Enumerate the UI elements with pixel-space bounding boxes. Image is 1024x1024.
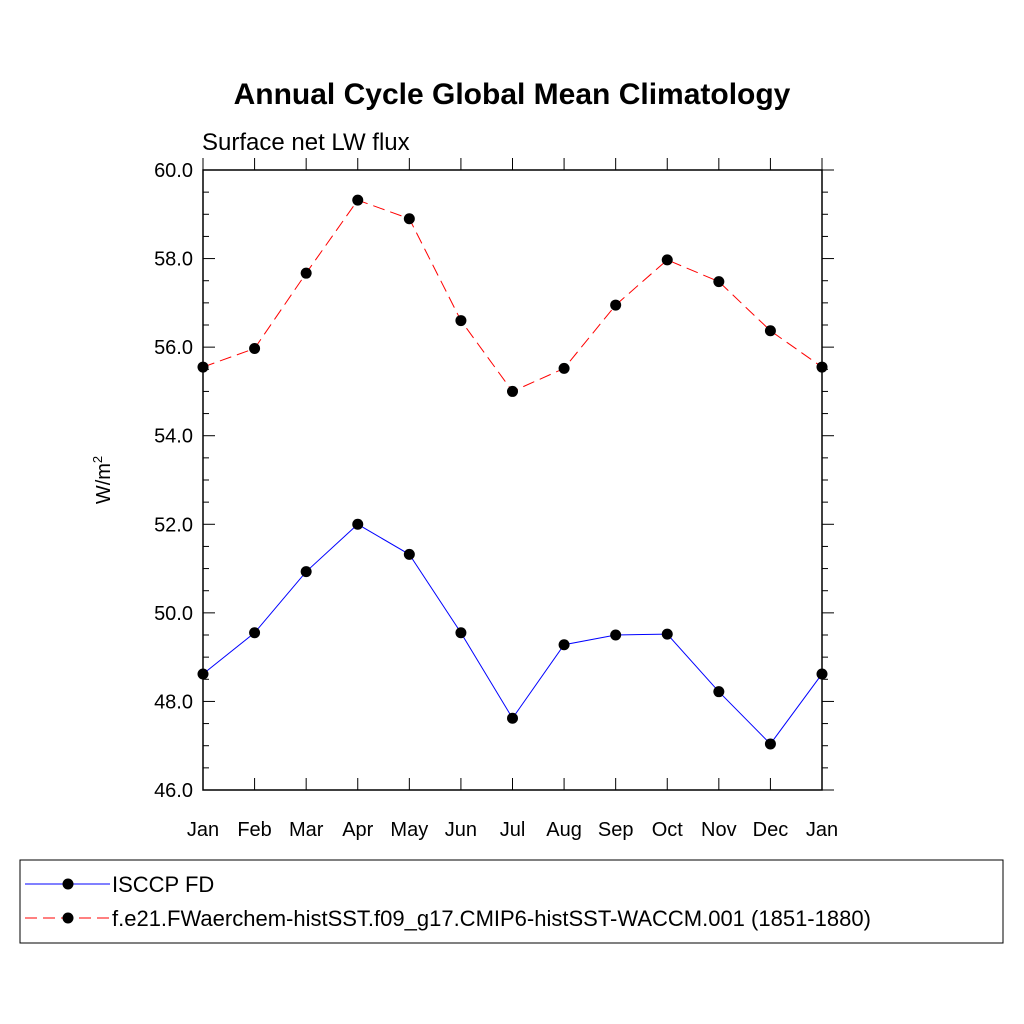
data-point: [713, 686, 725, 698]
data-point: [610, 629, 622, 641]
series-line: [202, 523, 823, 745]
x-tick-label: Dec: [753, 819, 789, 841]
x-tick-label: Oct: [652, 819, 684, 841]
data-point: [713, 276, 725, 288]
data-point: [610, 299, 622, 311]
y-tick-label: 46.0: [154, 780, 193, 802]
data-point: [816, 361, 828, 373]
y-tick-label: 50.0: [154, 603, 193, 625]
plot-frame: [202, 169, 823, 791]
legend-marker: [62, 878, 74, 890]
y-axis-label: W/m2: [90, 456, 115, 504]
x-tick-label: Apr: [342, 819, 373, 841]
x-tick-label: Jun: [445, 819, 477, 841]
svg-text:W/m2: W/m2: [90, 456, 115, 504]
legend-item-1: ISCCP FD: [25, 872, 214, 897]
x-tick-label: May: [390, 819, 428, 841]
data-point: [352, 518, 364, 530]
data-point: [816, 668, 828, 680]
y-tick-label: 60.0: [154, 160, 193, 182]
data-point: [403, 548, 415, 560]
legend-item-2: f.e21.FWaerchem-histSST.f09_g17.CMIP6-hi…: [25, 906, 871, 931]
series-line: [202, 199, 823, 393]
data-point: [764, 738, 776, 750]
x-tick-label: Jan: [187, 819, 219, 841]
data-point: [403, 213, 415, 225]
series-layer: [197, 194, 828, 750]
series-1: [197, 518, 828, 750]
y-axis-label-text: W/m: [93, 463, 115, 504]
y-tick-label: 58.0: [154, 249, 193, 271]
data-point: [661, 628, 673, 640]
data-point: [661, 254, 673, 266]
axis-ticks: [202, 158, 834, 791]
data-point: [197, 668, 209, 680]
data-point: [249, 627, 261, 639]
data-point: [300, 267, 312, 279]
data-point: [507, 385, 518, 397]
legend-label: ISCCP FD: [112, 872, 214, 897]
x-tick-label: Jan: [806, 819, 838, 841]
data-point: [352, 194, 364, 206]
data-point: [507, 712, 518, 724]
axis-tick-labels: Jan Feb Mar Apr May Jun Jul Aug Sep Oct Nov Dec Jan 4…: [154, 160, 838, 841]
x-tick-label: Jul: [500, 819, 526, 841]
data-point: [300, 566, 312, 578]
data-point: [558, 639, 570, 651]
legend-box: [19, 859, 1004, 944]
y-tick-label: 56.0: [154, 337, 193, 359]
data-point: [455, 315, 467, 327]
data-point: [455, 627, 467, 639]
legend-label: f.e21.FWaerchem-histSST.f09_g17.CMIP6-hi…: [112, 906, 871, 931]
y-tick-label: 54.0: [154, 426, 193, 448]
x-tick-label: Feb: [237, 819, 271, 841]
chart-subtitle: Surface net LW flux: [202, 129, 410, 156]
legend-marker: [62, 912, 74, 924]
x-tick-label: Mar: [289, 819, 324, 841]
legend: ISCCP FD f.e21.FWaerchem-histSST.f09_g17.…: [19, 859, 1004, 944]
x-tick-label: Aug: [546, 819, 582, 841]
data-point: [197, 361, 209, 373]
y-tick-label: 52.0: [154, 514, 193, 536]
data-point: [249, 342, 261, 354]
data-point: [558, 362, 570, 374]
x-tick-label: Sep: [598, 819, 634, 841]
y-axis-label-superscript: 2: [90, 456, 105, 463]
x-tick-label: Nov: [701, 819, 737, 841]
series-2: [197, 194, 828, 397]
chart-title: Annual Cycle Global Mean Climatology: [234, 78, 791, 111]
data-point: [764, 325, 776, 337]
y-tick-label: 48.0: [154, 691, 193, 713]
